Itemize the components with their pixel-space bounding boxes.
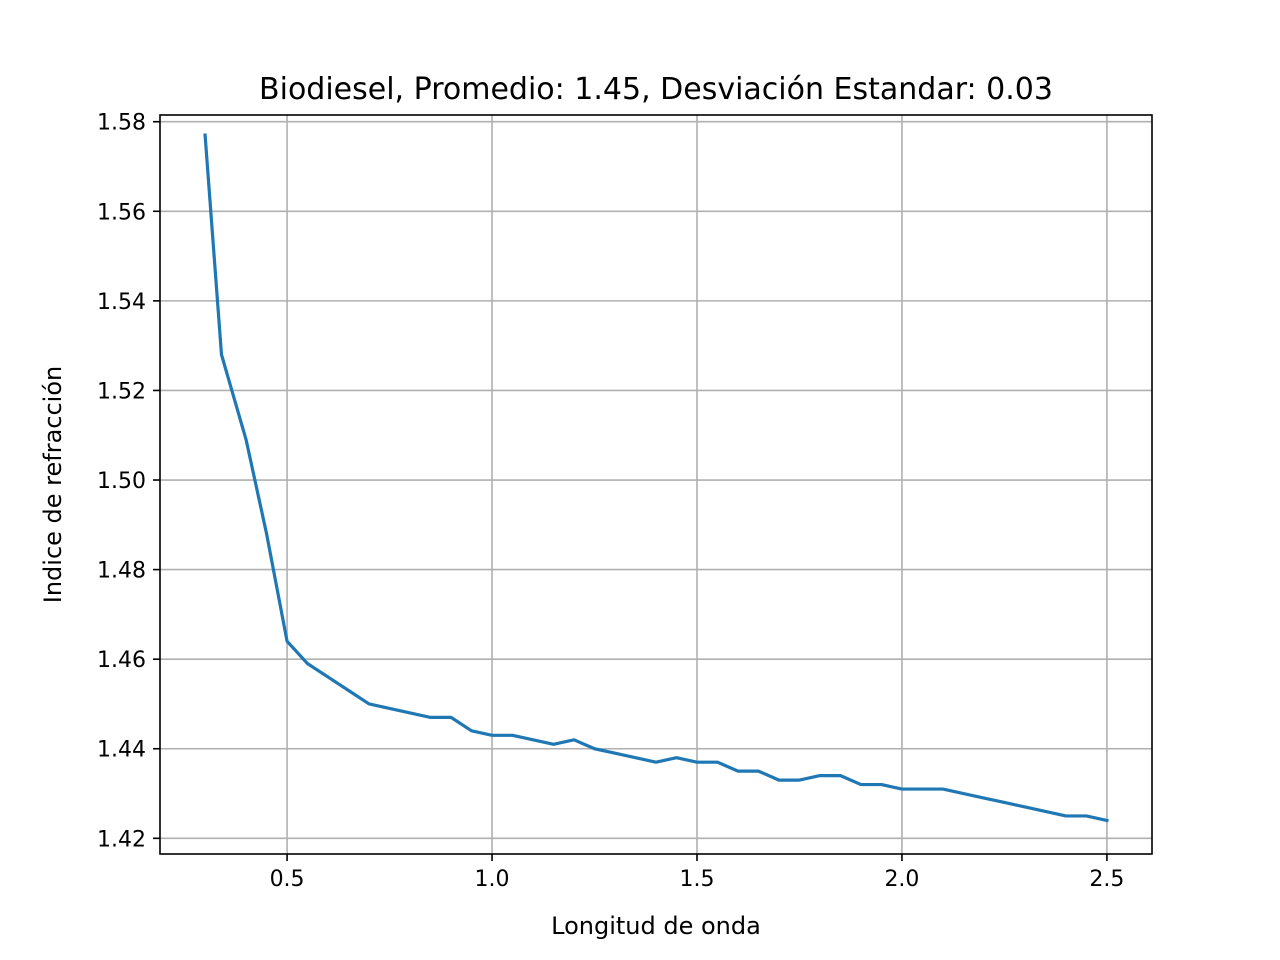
- y-tick-label: 1.42: [97, 827, 146, 852]
- y-tick-label: 1.54: [97, 290, 146, 315]
- x-tick-label: 1.5: [679, 867, 714, 892]
- y-tick-label: 1.50: [97, 469, 146, 494]
- series-layer: [203, 133, 1109, 823]
- axis-ticks: 0.5 1.0 1.5 2.0 2.5 1.42 1.44 1.46 1.48 1.50 1.52 1…: [97, 111, 1124, 892]
- plot-frame: [159, 114, 1153, 855]
- series-line: [203, 133, 1109, 823]
- y-tick-label: 1.44: [97, 738, 146, 763]
- x-tick-label: 1.0: [475, 867, 510, 892]
- y-tick-label: 1.48: [97, 559, 146, 584]
- y-tick-label: 1.58: [97, 111, 146, 136]
- grid: [160, 115, 1152, 854]
- y-tick-label: 1.46: [97, 648, 146, 673]
- x-axis-label: Longitud de onda: [551, 912, 761, 940]
- x-tick-label: 2.5: [1089, 867, 1124, 892]
- y-tick-label: 1.56: [97, 200, 146, 225]
- y-axis-label: Indice de refracción: [39, 366, 67, 604]
- y-tick-label: 1.52: [97, 379, 146, 404]
- x-tick-label: 2.0: [884, 867, 919, 892]
- x-tick-label: 0.5: [270, 867, 305, 892]
- chart-title: Biodiesel, Promedio: 1.45, Desviación Es…: [259, 72, 1053, 107]
